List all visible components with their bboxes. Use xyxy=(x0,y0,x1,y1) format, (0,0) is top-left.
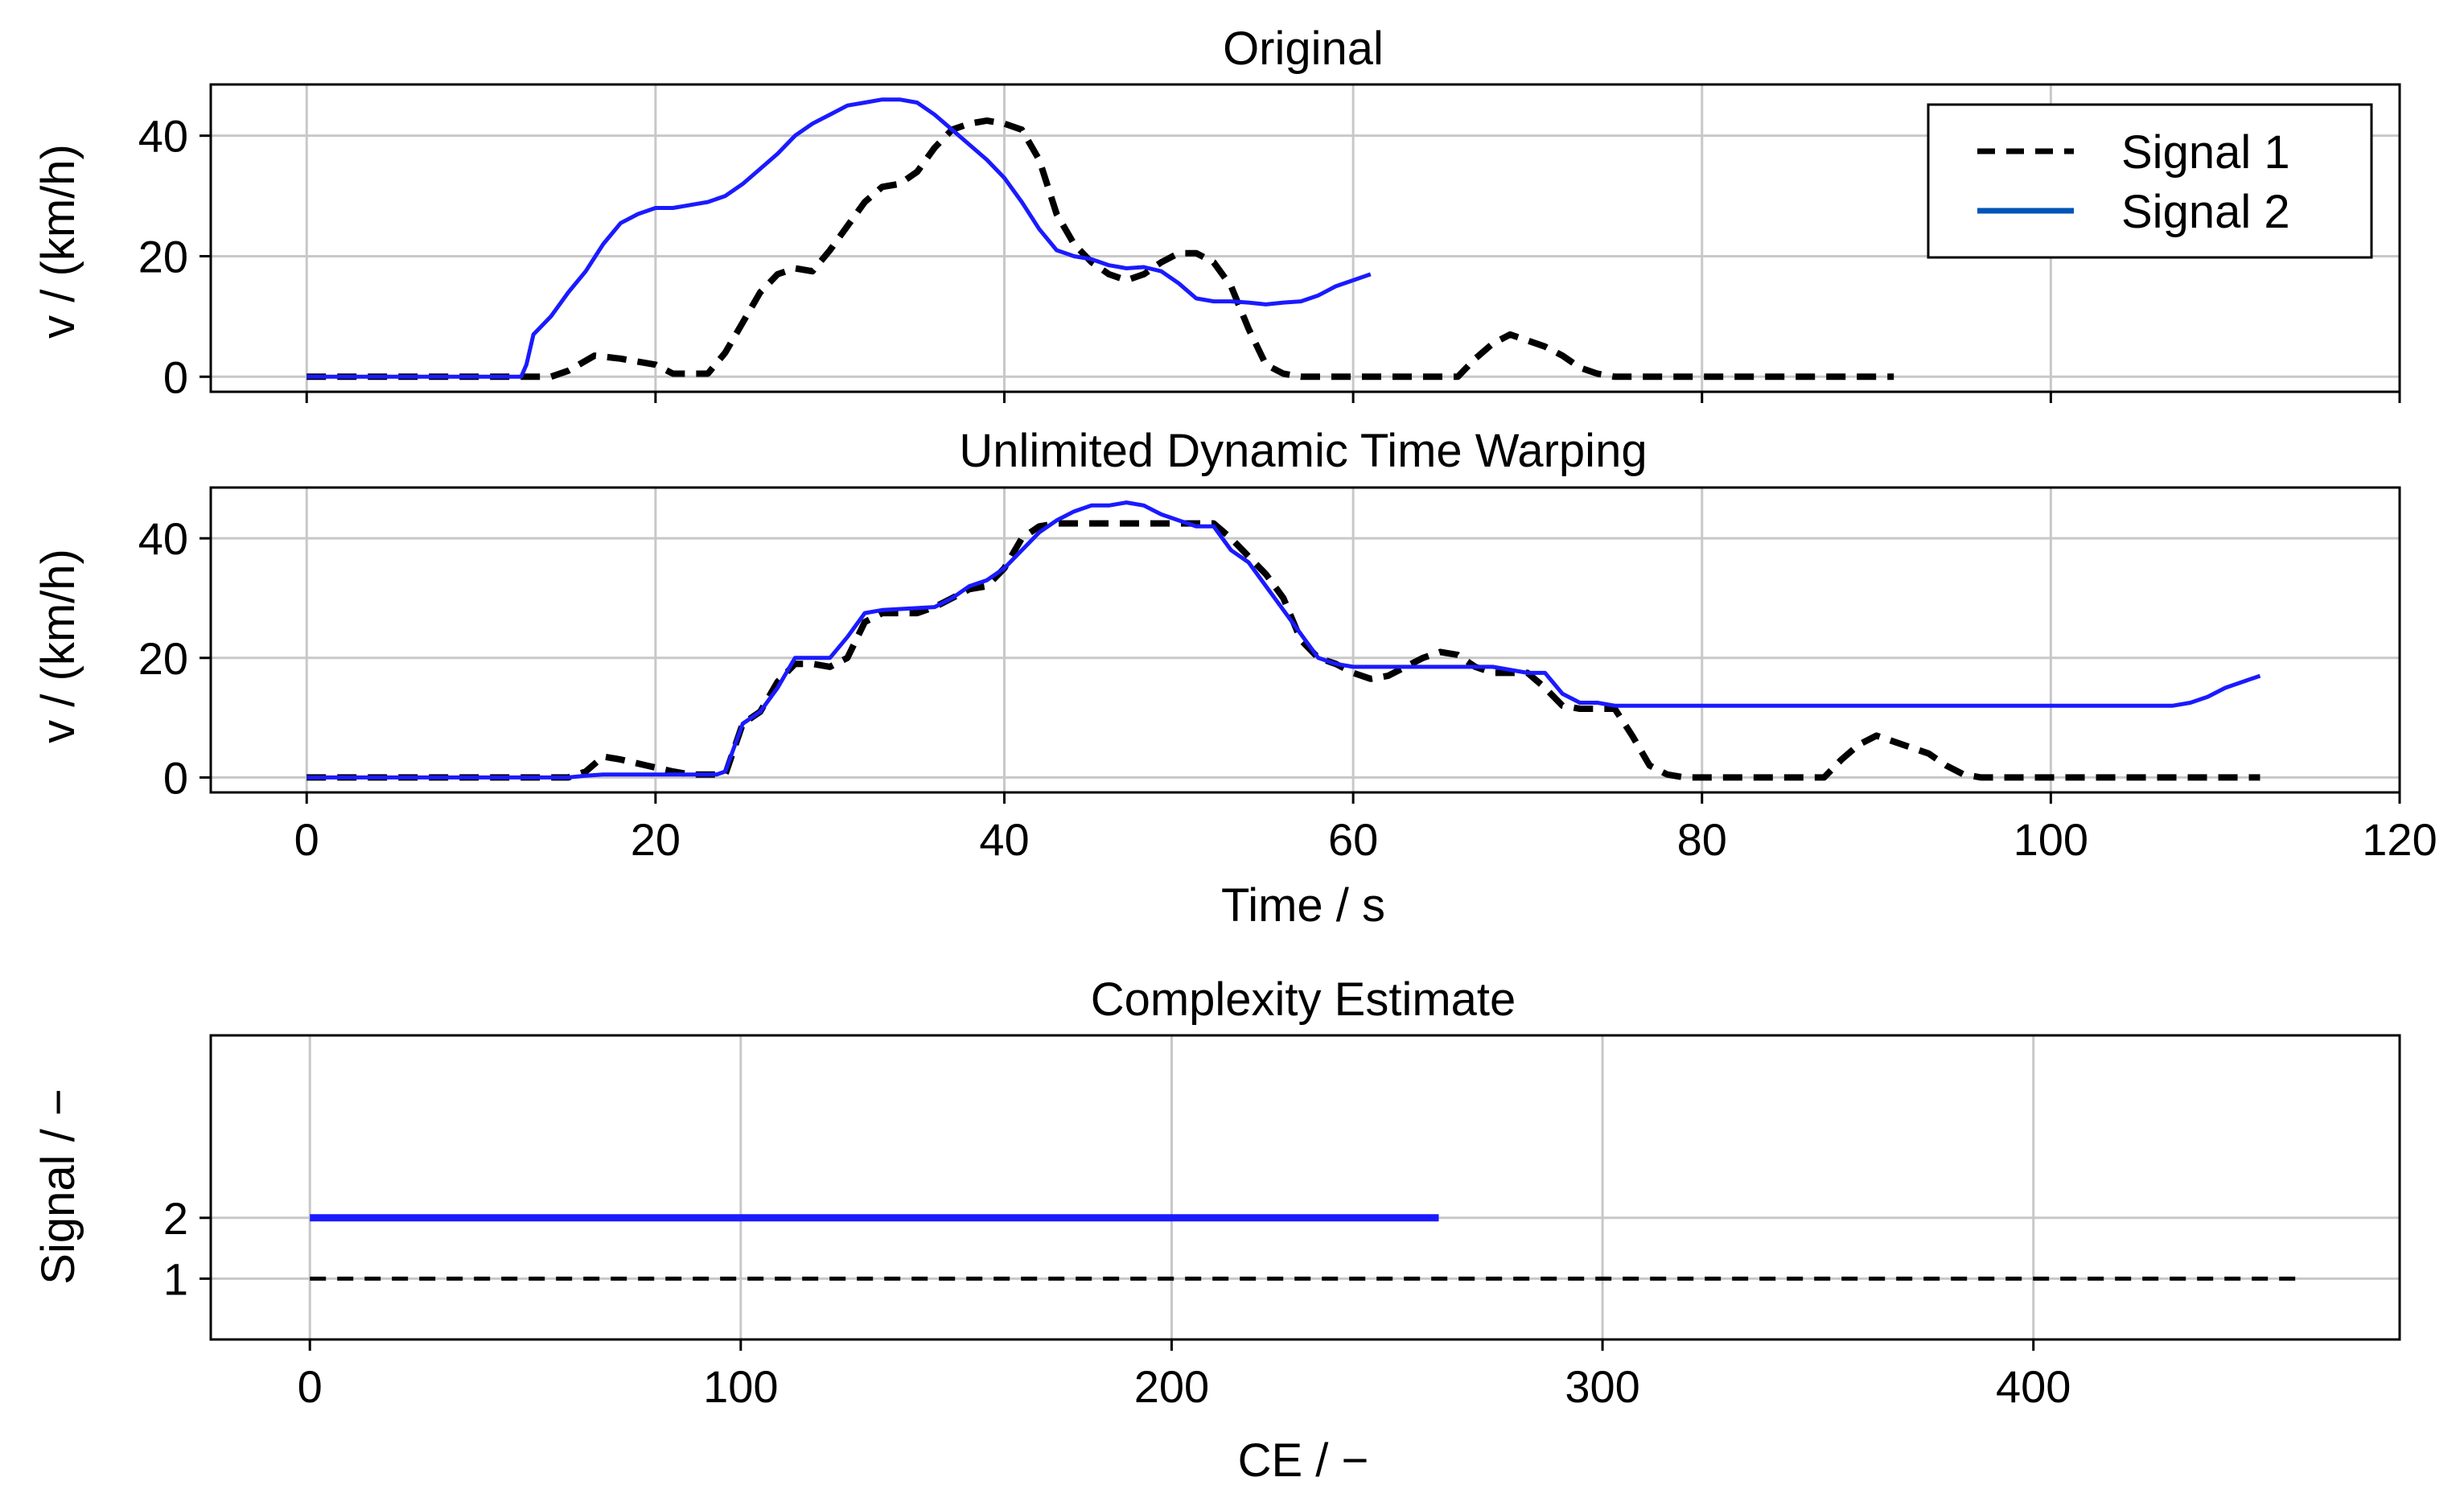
ce-xtick-label-400: 400 xyxy=(1996,1361,2071,1412)
original-series-1-line xyxy=(306,117,1894,381)
legend: Signal 1 Signal 2 xyxy=(1927,103,2373,259)
udtw-ytick-label-20: 20 xyxy=(138,633,188,684)
udtw-xtick-label-20: 20 xyxy=(631,814,681,865)
original-series-2-line xyxy=(306,97,1372,379)
original-ytick-label-40: 40 xyxy=(138,111,188,162)
ce-xtick-label-300: 300 xyxy=(1565,1361,1639,1412)
ce-xtick-label-200: 200 xyxy=(1134,1361,1209,1412)
original-ytick-label-20: 20 xyxy=(138,231,188,282)
ce-ytick-label-2: 2 xyxy=(163,1193,188,1244)
title-ce: Complexity Estimate xyxy=(1091,973,1516,1026)
udtw-series-1-line xyxy=(306,520,2260,781)
original-ytick-label-0: 0 xyxy=(163,352,188,402)
ce-xtick-label-100: 100 xyxy=(703,1361,778,1412)
legend-signal-1-label: Signal 1 xyxy=(2121,126,2290,179)
udtw-xtick-label-60: 60 xyxy=(1328,814,1378,865)
udtw-ytick-label-0: 0 xyxy=(163,752,188,803)
udtw-xtick-label-120: 120 xyxy=(2362,814,2437,865)
legend-signal-2-label: Signal 2 xyxy=(2121,186,2290,238)
ce-ytick-label-1: 1 xyxy=(163,1253,188,1304)
title-original: Original xyxy=(1223,23,1384,75)
panel-ce: Complexity Estimate Signal / − CE / − 1 2… xyxy=(32,973,2401,1487)
udtw-series-2-line xyxy=(306,500,2261,780)
original-plot-frame xyxy=(209,83,2401,393)
ylabel-ce: Signal / − xyxy=(32,1088,84,1284)
ce-plot-frame xyxy=(209,1034,2401,1341)
udtw-xtick-label-80: 80 xyxy=(1677,814,1727,865)
udtw-ytick-label-40: 40 xyxy=(138,513,188,564)
udtw-xtick-label-40: 40 xyxy=(979,814,1029,865)
legend-box xyxy=(1927,103,2373,259)
udtw-plot-frame xyxy=(209,486,2401,794)
xlabel-udtw: Time / s xyxy=(1221,879,1385,932)
udtw-xtick-label-100: 100 xyxy=(2014,814,2088,865)
ylabel-original: v / (km/h) xyxy=(32,144,84,339)
panel-udtw: Unlimited Dynamic Time Warping v / (km/h… xyxy=(32,425,2437,932)
udtw-xtick-label-0: 0 xyxy=(294,814,319,865)
ce-xtick-label-0: 0 xyxy=(298,1361,323,1412)
ylabel-udtw: v / (km/h) xyxy=(32,549,84,743)
xlabel-ce: CE / − xyxy=(1238,1434,1369,1487)
title-udtw: Unlimited Dynamic Time Warping xyxy=(959,425,1647,477)
